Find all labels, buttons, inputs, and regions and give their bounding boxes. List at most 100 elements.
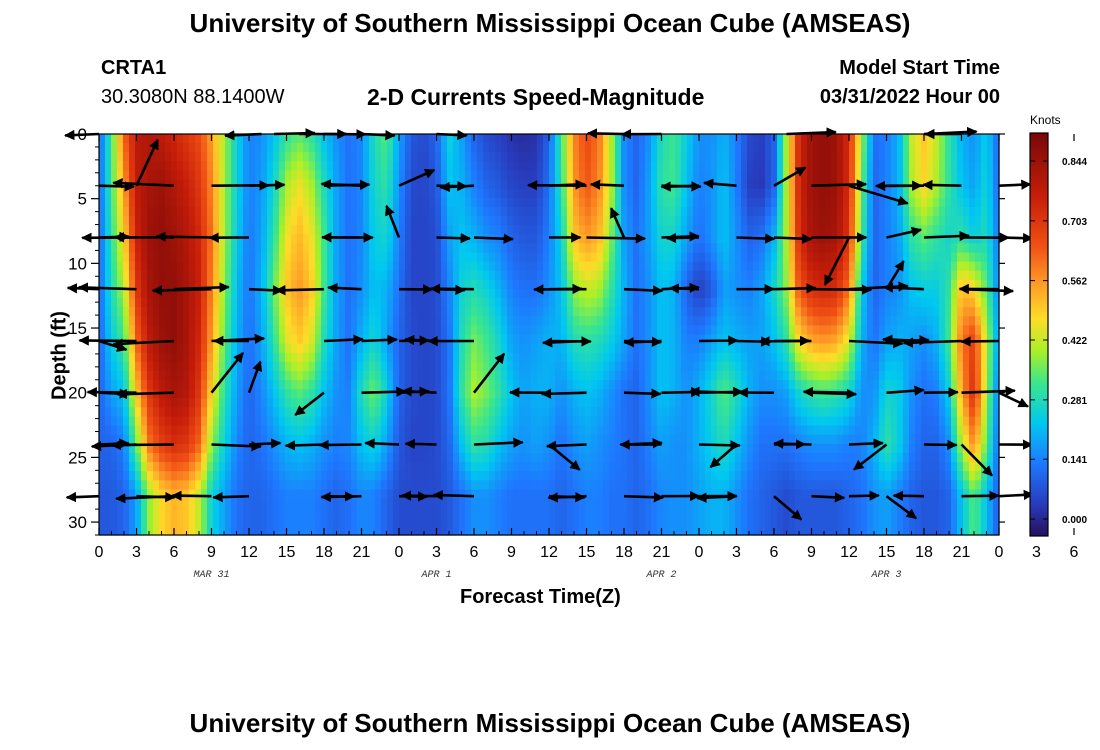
heatmap-cell [447, 407, 454, 418]
heatmap-cell [993, 170, 1000, 181]
heatmap-cell [861, 161, 868, 172]
heatmap-cell [387, 425, 394, 436]
heatmap-cell [369, 288, 376, 299]
heatmap-cell [987, 143, 994, 153]
heatmap-cell [459, 170, 466, 181]
heatmap-cell [735, 316, 742, 326]
heatmap-cell [933, 134, 940, 144]
heatmap-cell [297, 343, 304, 354]
heatmap-cell [303, 170, 310, 181]
heatmap-cell [777, 225, 784, 235]
heatmap-cell [405, 279, 412, 290]
heatmap-cell [525, 216, 532, 226]
heatmap-cell [309, 206, 316, 217]
heatmap-cell [513, 152, 520, 162]
heatmap-cell [765, 361, 772, 372]
heatmap-cell [237, 279, 244, 290]
heatmap-cell [129, 398, 136, 409]
heatmap-cell [675, 389, 682, 399]
heatmap-cell [117, 252, 124, 263]
heatmap-cell [495, 252, 502, 263]
heatmap-cell [831, 206, 838, 217]
heatmap-cell [489, 170, 496, 181]
heatmap-cell [885, 225, 892, 235]
heatmap-cell [657, 298, 664, 308]
heatmap-cell [627, 206, 634, 217]
heatmap-cell [789, 407, 796, 418]
heatmap-cell [645, 252, 652, 263]
heatmap-cell [291, 334, 298, 345]
heatmap-cell [519, 316, 526, 326]
heatmap-cell [585, 261, 592, 272]
heatmap-cell [777, 316, 784, 326]
heatmap-cell [309, 407, 316, 418]
heatmap-cell [105, 380, 112, 390]
heatmap-cell [111, 170, 118, 181]
heatmap-cell [771, 389, 778, 399]
heatmap-cell [177, 398, 184, 409]
heatmap-cell [489, 152, 496, 162]
heatmap-cell [231, 416, 238, 427]
heatmap-cell [159, 380, 166, 390]
heatmap-cell [873, 352, 880, 363]
heatmap-cell [417, 325, 424, 336]
heatmap-cell [309, 216, 316, 226]
heatmap-cell [255, 425, 262, 436]
heatmap-cell [507, 161, 514, 172]
heatmap-cell [315, 270, 322, 281]
heatmap-cell [327, 234, 334, 244]
heatmap-cell [867, 179, 874, 190]
heatmap-cell [147, 279, 154, 290]
heatmap-cell [903, 343, 910, 354]
heatmap-cell [339, 398, 346, 409]
heatmap-cell [747, 416, 754, 427]
heatmap-cell [825, 316, 832, 326]
heatmap-cell [921, 152, 928, 162]
heatmap-cell [969, 288, 976, 299]
heatmap-cell [333, 234, 340, 244]
heatmap-cell [597, 370, 604, 381]
heatmap-cell [831, 161, 838, 172]
station-coordinates: 30.3080N 88.1400W [101, 86, 285, 108]
heatmap-cell [411, 316, 418, 326]
heatmap-cell [795, 225, 802, 235]
heatmap-cell [231, 161, 238, 172]
heatmap-cell [723, 225, 730, 235]
heatmap-cell [357, 270, 364, 281]
heatmap-cell [315, 398, 322, 409]
heatmap-cell [351, 152, 358, 162]
heatmap-cell [969, 398, 976, 409]
heatmap-cell [345, 407, 352, 418]
heatmap-cell [483, 334, 490, 345]
heatmap-cell [405, 298, 412, 308]
heatmap-cell [885, 234, 892, 244]
heatmap-cell [183, 334, 190, 345]
heatmap-cell [207, 307, 214, 317]
heatmap-cell [975, 161, 982, 172]
heatmap-cell [465, 261, 472, 272]
heatmap-cell [807, 179, 814, 190]
heatmap-cell [177, 307, 184, 317]
heatmap-cell [981, 243, 988, 254]
heatmap-cell [627, 325, 634, 336]
heatmap-cell [123, 416, 130, 427]
heatmap-cell [693, 170, 700, 181]
heatmap-cell [423, 179, 430, 190]
heatmap-cell [99, 252, 106, 263]
heatmap-cell [513, 279, 520, 290]
heatmap-cell [837, 270, 844, 281]
heatmap-cell [171, 161, 178, 172]
heatmap-cell [375, 343, 382, 354]
heatmap-cell [183, 143, 190, 153]
heatmap-cell [285, 307, 292, 317]
heatmap-cell [783, 270, 790, 281]
heatmap-cell [891, 279, 898, 290]
heatmap-cell [213, 298, 220, 308]
heatmap-cell [315, 407, 322, 418]
heatmap-cell [873, 370, 880, 381]
heatmap-cell [345, 234, 352, 244]
heatmap-cell [555, 252, 562, 263]
heatmap-cell [771, 416, 778, 427]
heatmap-cell [165, 398, 172, 409]
heatmap-cell [759, 197, 766, 208]
